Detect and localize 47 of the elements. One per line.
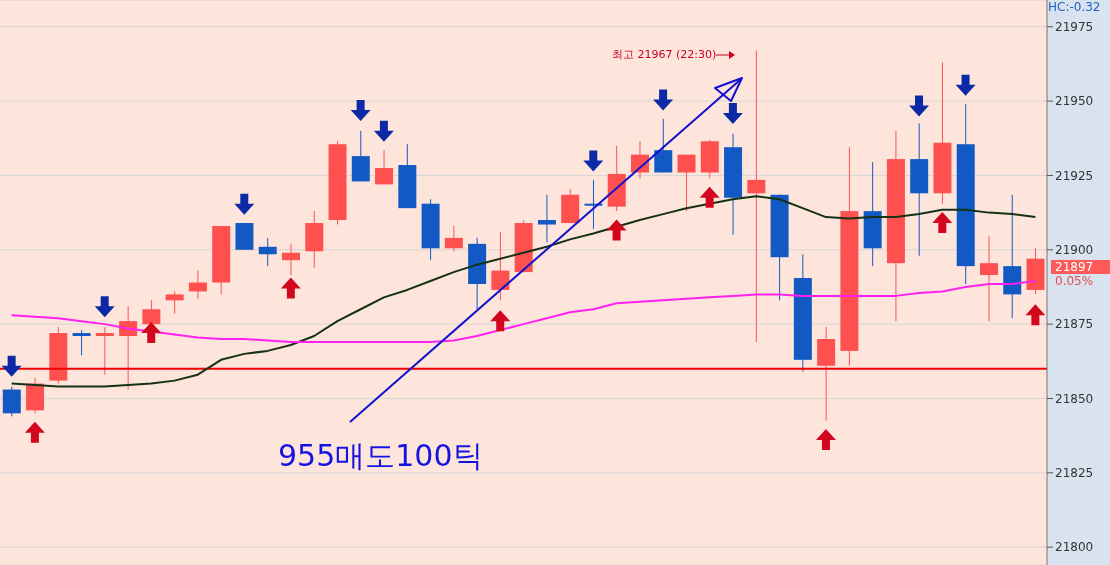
candlestick — [95, 326, 114, 376]
point — [699, 186, 720, 208]
candlestick — [491, 231, 510, 301]
candlestick — [747, 50, 766, 343]
point — [234, 193, 255, 215]
point — [141, 322, 162, 344]
point — [653, 89, 674, 111]
text: HC:-0.32 — [1048, 0, 1101, 14]
y-tick-label: 21925 — [1055, 168, 1094, 183]
candlestick — [375, 149, 394, 185]
point — [583, 150, 604, 172]
candlestick — [2, 386, 21, 417]
candlestick — [165, 290, 184, 315]
y-tick-label: 21850 — [1055, 391, 1094, 406]
y-tick-label: 21900 — [1055, 243, 1094, 258]
point — [94, 296, 115, 318]
text: 21897 — [1051, 259, 1110, 274]
candlestick — [281, 243, 300, 276]
y-tick-label: 21950 — [1055, 94, 1094, 109]
candlestick — [979, 235, 998, 322]
line-series — [10, 195, 1037, 388]
candlestick — [258, 237, 277, 267]
candlestick — [677, 154, 696, 212]
point — [722, 103, 743, 124]
point — [606, 219, 627, 241]
point — [350, 100, 371, 122]
y-tick-label: 21975 — [1055, 20, 1094, 35]
point — [909, 95, 930, 117]
point — [490, 310, 511, 332]
candlestick — [444, 225, 463, 252]
y-tick-label: 21825 — [1055, 466, 1094, 481]
annotation: 955매도100틱 — [278, 437, 483, 475]
candlestick — [72, 329, 91, 356]
point — [1, 355, 22, 377]
candlestick — [537, 194, 556, 243]
point — [932, 212, 953, 234]
point — [955, 74, 976, 96]
point — [1025, 304, 1046, 326]
candlestick — [654, 118, 673, 173]
point — [815, 429, 836, 451]
point — [373, 120, 394, 142]
text: 0.05% — [1055, 273, 1094, 288]
point — [280, 277, 301, 299]
annotation: 최고 21967 (22:30) — [612, 47, 717, 62]
point — [24, 421, 45, 443]
y-tick-label: 21800 — [1055, 540, 1094, 555]
y-tick-label: 21875 — [1055, 317, 1094, 332]
